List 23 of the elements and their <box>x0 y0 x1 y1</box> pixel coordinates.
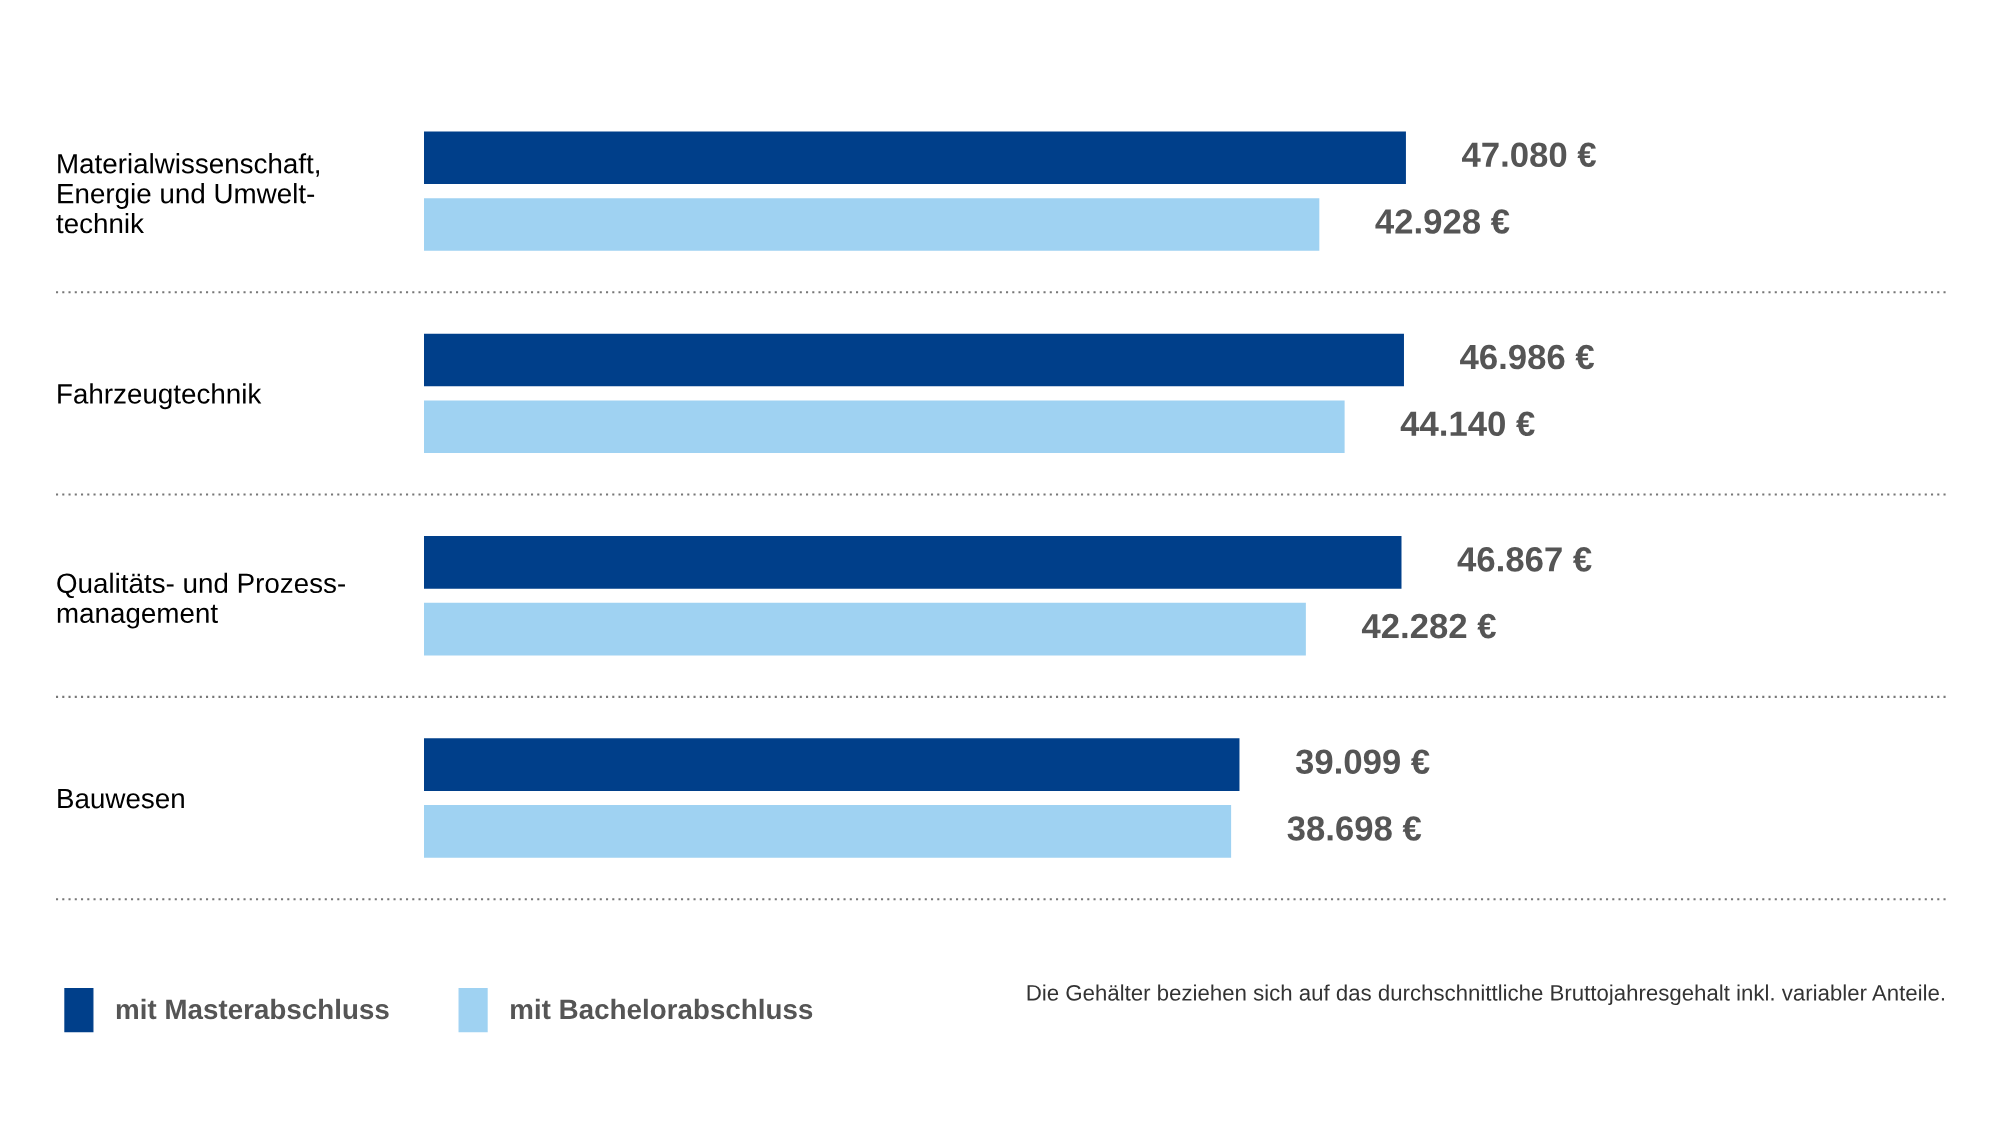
y-tick-label: Fahrzeugtechnik <box>58 383 262 410</box>
data-label: 44.140 € <box>1400 411 1535 437</box>
bar <box>424 400 1345 454</box>
data-label: 46.986 € <box>1460 344 1595 370</box>
data-label: 42.928 € <box>1375 209 1510 234</box>
bar <box>424 738 1240 791</box>
bar <box>424 536 1402 589</box>
bar <box>424 131 1406 184</box>
data-label: 46.867 € <box>1457 547 1592 572</box>
data-label: 38.698 € <box>1287 816 1422 841</box>
data-label: 42.282 € <box>1361 613 1496 639</box>
y-tick-label: Qualitäts- und Prozess- management <box>57 572 345 629</box>
bar <box>424 602 1306 656</box>
bar <box>424 198 1320 251</box>
text: Die Gehälter beziehen sich auf das durchschnittliche Bruttojahresgehalt inkl. variabler Anteile. <box>1027 984 1945 1006</box>
y-tick-label: Bauwesen <box>58 788 184 809</box>
bar <box>424 805 1232 858</box>
y-tick-label: Materialwissenschaft, Energie und Umwelt- technik <box>56 153 319 234</box>
data-label: 47.080 € <box>1462 142 1597 168</box>
data-label: 39.099 € <box>1295 749 1430 775</box>
legend-label: mit Masterabschluss <box>116 998 389 1020</box>
legend-label: mit Bachelorabschluss <box>511 998 813 1020</box>
bar <box>424 333 1404 387</box>
